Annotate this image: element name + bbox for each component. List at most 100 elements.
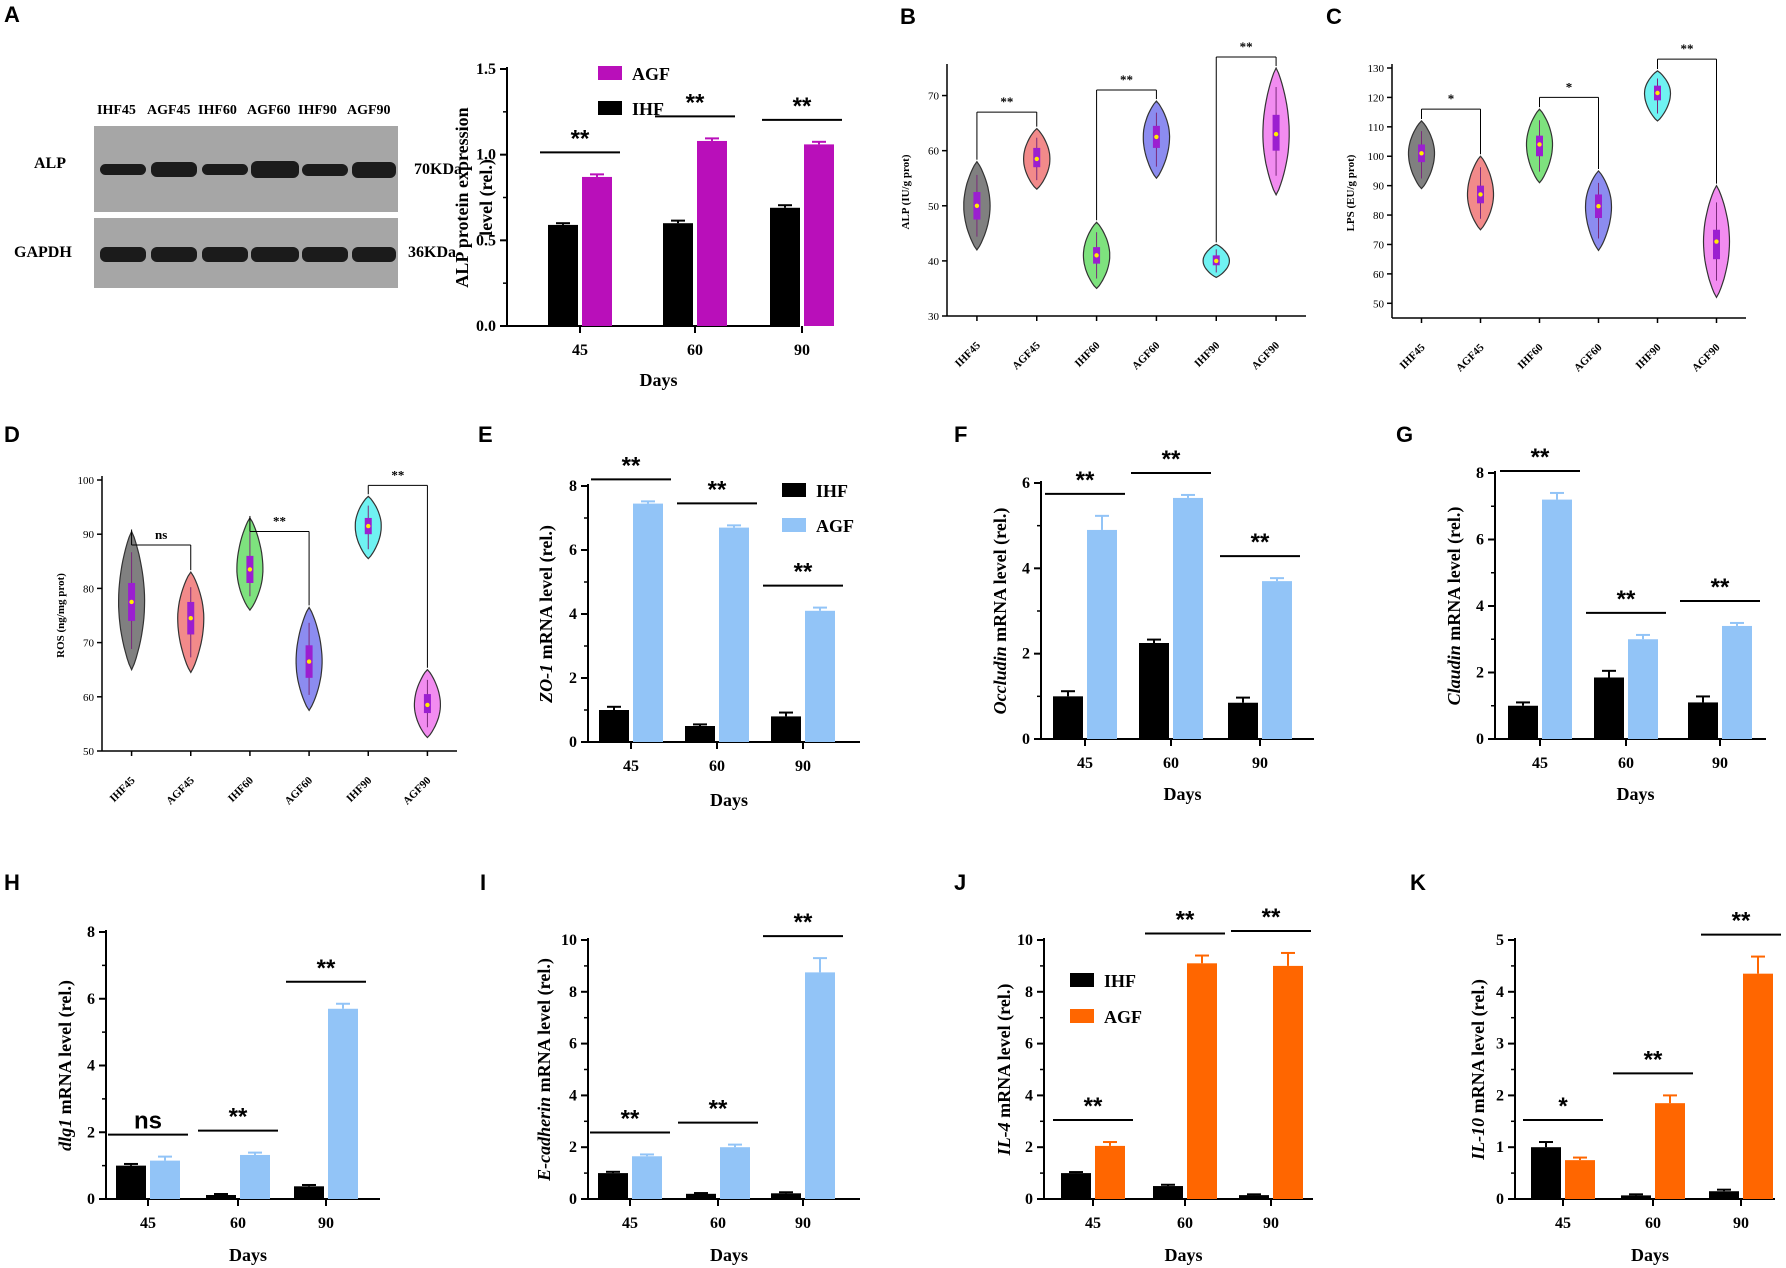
x-axis-label: Days bbox=[1164, 1245, 1202, 1265]
comparison-label: ** bbox=[273, 513, 286, 528]
violin-median bbox=[1537, 142, 1542, 147]
x-axis-label: Days bbox=[229, 1245, 267, 1265]
chart-D-violin: 50 60 70 80 90 100 ROS (ng/mg prot) IHF45 AGF45 I… bbox=[55, 467, 457, 807]
x-tick-label: 60 bbox=[687, 342, 703, 359]
y-axis-label-rest: mRNA level (rel.) bbox=[990, 508, 1011, 647]
significance-label: ** bbox=[229, 1104, 248, 1131]
bar-agf bbox=[582, 176, 612, 326]
y-tick-label: 10 bbox=[1017, 932, 1033, 949]
y-axis-label: Claudin mRNA level (rel.) bbox=[1444, 507, 1465, 706]
significance-label: ** bbox=[1262, 904, 1281, 931]
y-axis-label-gene: Occludin bbox=[990, 646, 1010, 714]
significance-label: ** bbox=[1711, 574, 1730, 601]
legend-label-agf: AGF bbox=[816, 516, 854, 536]
bar-ihf bbox=[1508, 705, 1538, 739]
chart-G-bar: 0 2 4 6 8 45 ** 60 ** 90 ** Days Claudin mRNA level … bbox=[1444, 444, 1766, 804]
y-tick-label: 8 bbox=[87, 924, 95, 941]
violin-median bbox=[1714, 239, 1719, 244]
y-axis-label: ALP (IU/g prot) bbox=[900, 154, 912, 229]
panel-label-h: H bbox=[4, 870, 20, 895]
significance-label: ** bbox=[1176, 907, 1195, 934]
chart-E-bar: 0 2 4 6 8 45 ** 60 ** 90 ** Days ZO-1 mRNA level (re… bbox=[536, 452, 860, 810]
x-tick-label: 60 bbox=[230, 1215, 246, 1232]
bar-agf bbox=[719, 527, 749, 742]
y-axis-label-gene: Claudin bbox=[1444, 645, 1464, 705]
blot-strip-gapdh bbox=[94, 218, 398, 288]
y-tick-label: 4 bbox=[1022, 560, 1030, 577]
blot-band bbox=[151, 162, 197, 177]
x-tick-label: 60 bbox=[1177, 1215, 1193, 1232]
violin-median bbox=[1419, 151, 1424, 156]
x-tick-label: 60 bbox=[1618, 755, 1634, 772]
lane-label: IHF60 bbox=[198, 103, 237, 118]
x-axis-label: Days bbox=[710, 1245, 748, 1265]
chart-F-bar: 0 2 4 6 45 ** 60 ** 90 ** Days Occludin mRNA level … bbox=[990, 446, 1314, 804]
x-tick-label: AGF60 bbox=[1130, 339, 1163, 372]
bar-ihf bbox=[1061, 1173, 1091, 1199]
y-tick-label: 90 bbox=[83, 529, 95, 541]
violin-box bbox=[1713, 229, 1720, 260]
y-tick-label: 70 bbox=[83, 638, 95, 650]
y-tick-label: 60 bbox=[83, 692, 95, 704]
blot-band bbox=[151, 247, 197, 262]
chart-C-violin: 50 60 70 80 90 100 110 120 130 LPS (EU/g prot) IHF… bbox=[1345, 41, 1746, 374]
y-tick-label: 2 bbox=[569, 670, 577, 687]
bar-agf bbox=[1655, 1103, 1685, 1199]
legend-label-agf: AGF bbox=[632, 64, 670, 84]
x-tick-label: 90 bbox=[1733, 1215, 1749, 1232]
x-tick-label: AGF60 bbox=[1572, 341, 1605, 374]
blot-size-label: 36KDa bbox=[408, 244, 456, 261]
y-axis-label-gene: ZO-1 bbox=[536, 664, 556, 704]
x-tick-label: IHF45 bbox=[108, 774, 138, 804]
y-axis-label-rest: mRNA level (rel.) bbox=[1468, 979, 1489, 1118]
violin-median bbox=[366, 523, 371, 529]
comparison-label: ** bbox=[1120, 72, 1133, 87]
x-tick-label: 45 bbox=[1085, 1215, 1101, 1232]
x-tick-label: 45 bbox=[1077, 755, 1093, 772]
bar-ihf bbox=[294, 1186, 324, 1199]
panel-label-b: B bbox=[900, 4, 916, 29]
bar-ihf bbox=[1053, 696, 1083, 739]
y-tick-label: 0 bbox=[1496, 1191, 1504, 1208]
significance-label: ** bbox=[571, 125, 590, 152]
y-tick-label: 0 bbox=[569, 734, 577, 751]
y-tick-label: 0 bbox=[1476, 731, 1484, 748]
y-tick-label: 30 bbox=[928, 311, 940, 323]
chart-H-bar: 0 2 4 6 8 45 ns 60 ** 90 ** Days dlg1 mRNA level (re… bbox=[55, 924, 380, 1265]
bar-agf bbox=[1565, 1160, 1595, 1199]
legend-swatch-agf bbox=[782, 518, 806, 532]
bar-ihf bbox=[1153, 1186, 1183, 1199]
bar-agf bbox=[1187, 963, 1217, 1199]
bar-ihf bbox=[663, 223, 693, 326]
legend-swatch-agf bbox=[598, 66, 622, 80]
legend-swatch-ihf bbox=[1070, 973, 1094, 987]
x-tick-label: 90 bbox=[1252, 755, 1268, 772]
panel-label-g: G bbox=[1396, 422, 1414, 447]
x-axis-label: Days bbox=[1631, 1245, 1669, 1265]
y-axis-label: ALP protein expression level (rel.) bbox=[452, 107, 497, 287]
x-tick-label: IHF60 bbox=[226, 774, 256, 804]
significance-label: ** bbox=[1617, 586, 1636, 613]
y-tick-label: 0.5 bbox=[476, 232, 496, 249]
y-axis-label: ZO-1 mRNA level (rel.) bbox=[536, 525, 557, 704]
blot-band bbox=[352, 162, 396, 178]
y-tick-label: 100 bbox=[1368, 151, 1385, 163]
bar-agf bbox=[1743, 973, 1773, 1199]
legend-label-ihf: IHF bbox=[1104, 971, 1136, 991]
y-tick-label: 0 bbox=[87, 1191, 95, 1208]
significance-label: ** bbox=[793, 93, 812, 120]
bar-ihf bbox=[771, 1193, 801, 1199]
bar-ihf bbox=[1709, 1191, 1739, 1199]
x-tick-label: 90 bbox=[795, 758, 811, 775]
significance-label: ** bbox=[709, 1096, 728, 1123]
y-tick-label: 6 bbox=[1025, 1036, 1033, 1053]
y-axis-label-gene: dlg1 bbox=[55, 1119, 75, 1151]
x-tick-label: 90 bbox=[795, 1215, 811, 1232]
x-tick-label: 45 bbox=[572, 342, 588, 359]
lane-label: IHF90 bbox=[298, 103, 337, 118]
y-axis-label: IL-4 mRNA level (rel.) bbox=[994, 984, 1015, 1157]
blot-strip-alp bbox=[94, 126, 398, 212]
y-tick-label: 2 bbox=[1022, 646, 1030, 663]
significance-label: ** bbox=[1644, 1046, 1663, 1073]
